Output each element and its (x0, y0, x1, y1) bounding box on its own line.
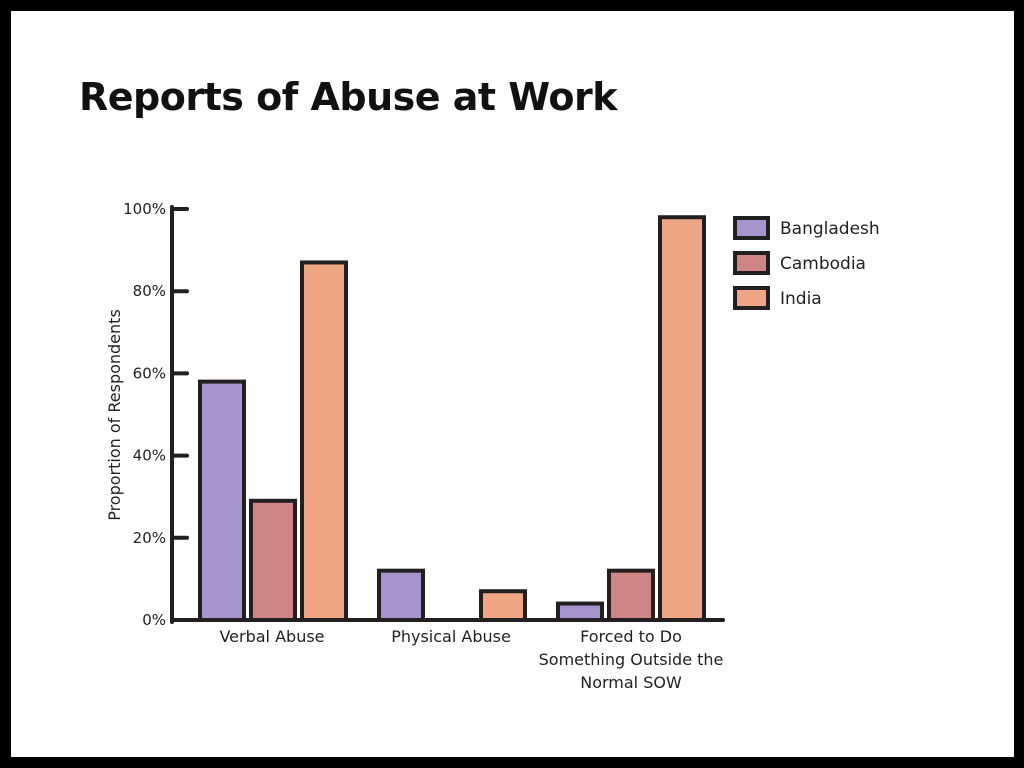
slide: Reports of Abuse at Work (11, 11, 1014, 757)
y-tick-label-0: 0% (142, 611, 166, 629)
legend-swatch-cambodia (733, 251, 770, 275)
legend-swatch-india (733, 286, 770, 310)
bar-india-2 (658, 215, 706, 622)
x-category-label-1-0: Physical Abuse (391, 627, 511, 646)
legend-swatch-bangladesh (733, 216, 770, 240)
y-axis-title: Proportion of Respondents (105, 309, 124, 521)
bar-india-0 (300, 260, 348, 622)
y-tick-label-20: 20% (133, 529, 166, 547)
y-tick-label-60: 60% (133, 364, 166, 382)
bar-bangladesh-0 (198, 379, 246, 622)
bar-cambodia-0 (249, 498, 297, 622)
x-category-label-0-0: Verbal Abuse (219, 627, 324, 646)
chart-title: Reports of Abuse at Work (79, 75, 617, 119)
legend-label-india: India (780, 289, 822, 309)
bar-bangladesh-1 (377, 568, 425, 622)
y-tick-label-80: 80% (133, 282, 166, 300)
x-category-label-2-0: Forced to Do (580, 627, 682, 646)
y-tick-label-100: 100% (123, 200, 166, 218)
y-tick-label-40: 40% (133, 447, 166, 465)
legend-label-bangladesh: Bangladesh (780, 219, 880, 239)
bar-cambodia-2 (607, 568, 655, 622)
bar-bangladesh-2 (556, 601, 604, 622)
x-category-label-2-2: Normal SOW (580, 673, 682, 692)
x-category-label-2-1: Something Outside the (539, 650, 724, 669)
legend-label-cambodia: Cambodia (780, 254, 866, 274)
bar-india-1 (479, 589, 527, 622)
